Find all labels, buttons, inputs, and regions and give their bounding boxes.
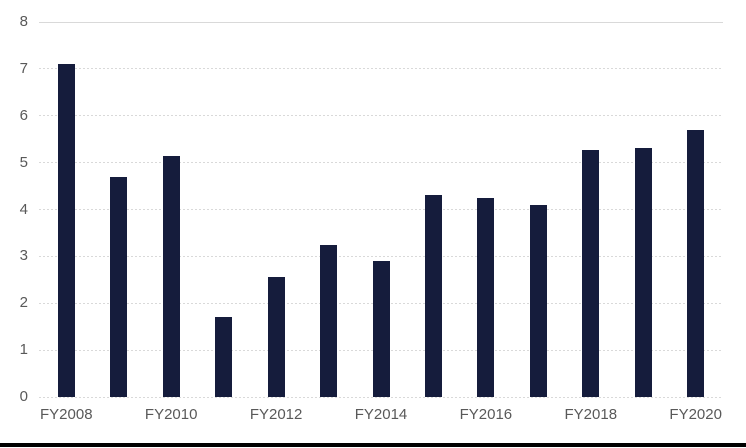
x-tick-label-FY2010: FY2010 bbox=[144, 406, 198, 423]
bar-FY2019 bbox=[634, 147, 652, 397]
x-tick-label-FY2018: FY2018 bbox=[564, 406, 618, 423]
bar-FY2017 bbox=[529, 204, 547, 397]
y-tick-label-3: 3 bbox=[19, 247, 28, 265]
bar-FY2011 bbox=[215, 317, 233, 397]
gridline-y-7 bbox=[39, 68, 723, 70]
y-tick-label-6: 6 bbox=[19, 106, 28, 124]
y-tick-label-5: 5 bbox=[19, 153, 28, 171]
bar-FY2016 bbox=[477, 197, 495, 397]
y-tick-label-0: 0 bbox=[19, 388, 28, 405]
x-tick-label-FY2016: FY2016 bbox=[459, 406, 513, 423]
bottom-divider bbox=[0, 443, 746, 447]
gridline-y-6 bbox=[39, 115, 723, 117]
gridline-y-4 bbox=[39, 209, 723, 210]
y-tick-label-2: 2 bbox=[19, 294, 28, 312]
bar-FY2014 bbox=[372, 261, 390, 397]
y-tick-label-1: 1 bbox=[19, 341, 28, 359]
plot-area bbox=[39, 21, 723, 398]
y-tick-label-8: 8 bbox=[19, 13, 28, 30]
bar-FY2008 bbox=[57, 64, 75, 397]
gridline-y-5 bbox=[39, 162, 723, 164]
bar-FY2013 bbox=[320, 244, 338, 397]
gridline-y-0 bbox=[39, 396, 723, 398]
bar-FY2009 bbox=[110, 176, 128, 397]
bar-FY2010 bbox=[162, 155, 180, 397]
bar-FY2018 bbox=[582, 149, 600, 397]
x-tick-label-FY2014: FY2014 bbox=[354, 406, 408, 423]
gridline-y-3 bbox=[39, 255, 723, 257]
x-tick-label-FY2008: FY2008 bbox=[40, 406, 93, 423]
x-tick-label-FY2020: FY2020 bbox=[669, 406, 722, 423]
y-tick-label-7: 7 bbox=[19, 59, 28, 77]
bar-FY2015 bbox=[424, 195, 442, 397]
gridline-y-8 bbox=[39, 21, 723, 23]
bar-FY2020 bbox=[687, 129, 705, 397]
y-tick-label-4: 4 bbox=[19, 200, 28, 218]
bar-FY2012 bbox=[267, 277, 285, 397]
x-tick-label-FY2012: FY2012 bbox=[249, 406, 303, 423]
